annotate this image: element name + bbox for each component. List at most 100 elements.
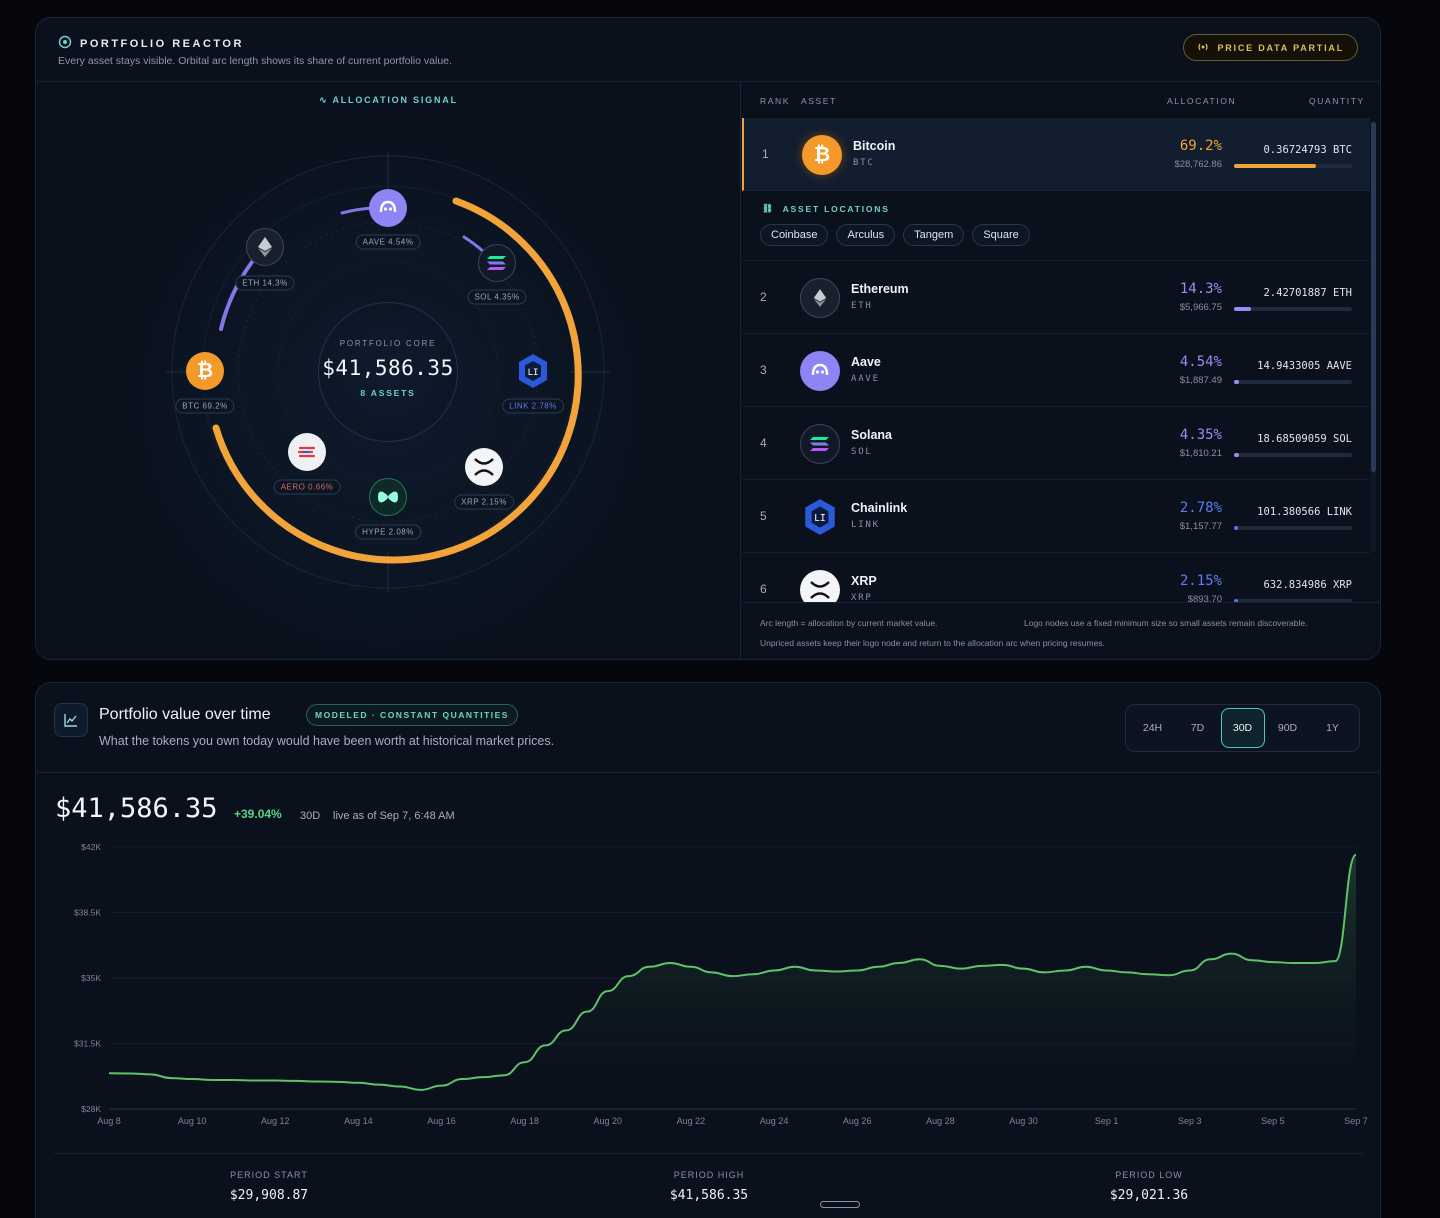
btc-arc (212, 197, 582, 564)
core-asset-count: 8 ASSETS (360, 388, 416, 398)
rank-header: RANK (760, 96, 791, 106)
aero-node[interactable] (288, 433, 326, 471)
location-chip-square[interactable]: Square (972, 224, 1030, 246)
value-title: Portfolio value over time (99, 706, 271, 723)
range-7d[interactable]: 7D (1190, 722, 1205, 734)
solana-icon (487, 256, 506, 270)
change-percent: +39.04% (234, 807, 282, 821)
asset-header: ASSET (801, 96, 837, 106)
value-over-time-panel: Portfolio value over time MODELED · CONS… (35, 682, 1381, 1218)
range-90d[interactable]: 90D (1277, 722, 1298, 734)
location-chip-coinbase[interactable]: Coinbase (760, 224, 829, 246)
aave-node-label: AAVE 4.54% (355, 234, 421, 250)
ethereum-icon (258, 237, 272, 257)
allocation-header: ALLOCATION (1167, 96, 1237, 106)
location-chip-arculus[interactable]: Arculus (836, 224, 896, 246)
value-chart[interactable]: $42K $38.5K $35K $31.5K $28K Aug 8 Aug 10 Aug 1… (36, 833, 1381, 1133)
reactor-icon (58, 35, 72, 52)
x-tick-label: Aug 18 (510, 1116, 539, 1126)
ethereum-icon (800, 278, 840, 318)
line-chart-icon (54, 703, 88, 737)
stat-period-start: PERIOD START $29,908.87 (229, 1170, 309, 1203)
chainlink-icon: LI (519, 354, 547, 388)
chainlink-icon: LI (800, 497, 840, 537)
range-30d[interactable]: 30D (1220, 708, 1265, 748)
reactor-subtitle: Every asset stays visible. Orbital arc l… (58, 55, 452, 67)
aerodrome-icon (297, 446, 316, 458)
quantity-header: QUANTITY (1309, 96, 1365, 106)
table-row[interactable]: 1 ₿ Bitcoin BTC 69.2% $28,762.86 0.36724… (742, 118, 1370, 191)
xrp-icon (474, 458, 494, 476)
asset-table-header: RANK ASSET ALLOCATION QUANTITY (742, 82, 1380, 118)
hyperliquid-icon (378, 491, 398, 503)
btc-node[interactable]: ₿ (186, 352, 224, 390)
scroll-handle[interactable] (820, 1201, 860, 1208)
allocation-bar (1234, 526, 1352, 530)
link-node[interactable]: LI (514, 352, 552, 390)
x-tick-label: Sep 1 (1095, 1116, 1119, 1126)
x-tick-label: Aug 10 (178, 1116, 207, 1126)
x-tick-label: Sep 3 (1178, 1116, 1202, 1126)
x-tick-label: Sep 7 (1344, 1116, 1368, 1126)
xrp-node-label: XRP 2.15% (454, 494, 514, 510)
asset-locations: ⛓ ASSET LOCATIONS Coinbase Arculus Tange… (742, 191, 1370, 261)
xrp-icon (800, 570, 840, 602)
xrp-node[interactable] (465, 448, 503, 486)
x-tick-label: Aug 26 (843, 1116, 872, 1126)
x-tick-label: Aug 24 (760, 1116, 789, 1126)
signal-icon (1197, 42, 1209, 54)
solana-icon (800, 424, 840, 464)
current-value: $41,586.35 (55, 793, 218, 824)
modeled-badge: MODELED · CONSTANT QUANTITIES (306, 704, 518, 726)
y-tick-label: $28K (81, 1104, 101, 1114)
core-label: PORTFOLIO CORE (339, 339, 437, 348)
location-chip-tangem[interactable]: Tangem (903, 224, 965, 246)
table-row[interactable]: 4 Solana SOL 4.35% $1,810.21 18.68509059… (742, 407, 1370, 480)
svg-text:LI: LI (814, 513, 825, 524)
y-tick-label: $35K (81, 973, 101, 983)
svg-text:LI: LI (528, 368, 539, 378)
range-1y[interactable]: 1Y (1326, 722, 1339, 734)
aave-icon (379, 200, 397, 213)
table-row[interactable]: 5 LI Chainlink LINK 2.78% $1,157.77 101.… (742, 480, 1370, 553)
table-scrollbar[interactable] (1371, 122, 1376, 472)
x-tick-label: Aug 16 (427, 1116, 456, 1126)
core-value: $41,586.35 (322, 356, 454, 380)
allocation-bar (1234, 599, 1352, 602)
sol-node[interactable] (478, 244, 516, 282)
price-data-partial-badge[interactable]: PRICE DATA PARTIAL (1183, 34, 1358, 61)
eth-arc (219, 260, 254, 331)
aave-arc (340, 206, 374, 215)
range-24h[interactable]: 24H (1142, 722, 1163, 734)
aave-icon (800, 351, 840, 391)
asset-rows: 1 ₿ Bitcoin BTC 69.2% $28,762.86 0.36724… (742, 118, 1370, 602)
y-tick-label: $42K (81, 842, 101, 852)
y-tick-label: $31.5K (74, 1039, 101, 1049)
x-tick-label: Sep 5 (1261, 1116, 1285, 1126)
allocation-orbit: ∿ ALLOCATION SIGNAL AAVE 4.54% ETH 14.3% (36, 82, 741, 659)
reactor-header: PORTFOLIO REACTOR Every asset stays visi… (36, 18, 1380, 82)
table-row[interactable]: 6 XRP XRP 2.15% $893.70 632.834986 XRP (742, 553, 1370, 602)
table-row[interactable]: 3 Aave AAVE 4.54% $1,887.49 14.9433005 A… (742, 334, 1370, 407)
bitcoin-icon: ₿ (196, 359, 214, 382)
allocation-bar (1234, 307, 1352, 311)
value-header: Portfolio value over time MODELED · CONS… (36, 683, 1380, 773)
value-subtitle: What the tokens you own today would have… (99, 734, 555, 748)
x-tick-label: Aug 8 (97, 1116, 121, 1126)
sol-arc (462, 235, 486, 254)
portfolio-reactor-panel: PORTFOLIO REACTOR Every asset stays visi… (35, 17, 1381, 660)
area-fill (109, 854, 1356, 1109)
x-tick-label: Aug 12 (261, 1116, 290, 1126)
hype-node[interactable] (369, 478, 407, 516)
reactor-title: PORTFOLIO REACTOR (58, 35, 244, 52)
eth-node[interactable] (246, 228, 284, 266)
reactor-footer: Arc length = allocation by current marke… (742, 602, 1380, 659)
y-tick-label: $38.5K (74, 908, 101, 918)
table-row[interactable]: 2 Ethereum ETH 14.3% $5,966.75 2.4270188… (742, 261, 1370, 334)
allocation-bar (1234, 453, 1352, 457)
hype-node-label: HYPE 2.08% (355, 524, 421, 540)
aave-node[interactable] (369, 189, 407, 227)
period-label: 30D (300, 810, 321, 822)
x-tick-label: Aug 30 (1009, 1116, 1038, 1126)
sol-node-label: SOL 4.35% (467, 289, 527, 305)
